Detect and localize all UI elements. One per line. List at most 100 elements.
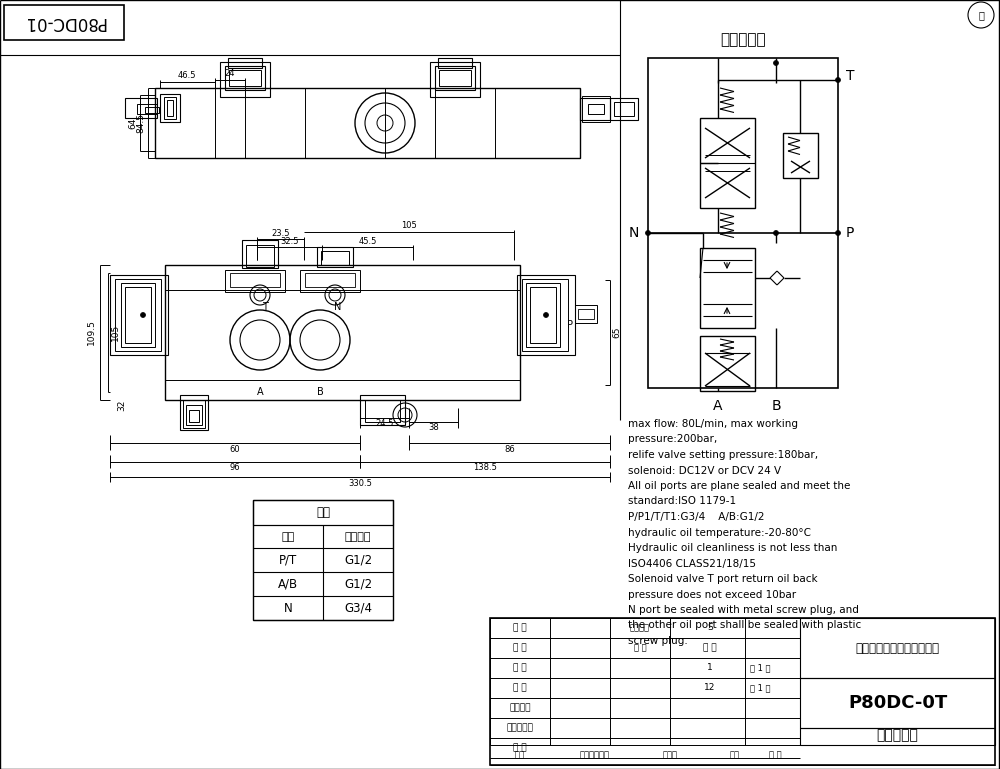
Text: B: B bbox=[771, 399, 781, 413]
Text: 84.5: 84.5 bbox=[136, 113, 146, 133]
Text: 32: 32 bbox=[118, 399, 126, 411]
Text: P80DC-0T: P80DC-0T bbox=[848, 694, 947, 712]
Text: screw plug.: screw plug. bbox=[628, 636, 688, 646]
Text: 138.5: 138.5 bbox=[473, 464, 497, 472]
Bar bbox=[439, 70, 471, 86]
Text: T: T bbox=[262, 302, 268, 312]
Text: S: S bbox=[707, 624, 713, 632]
Text: N: N bbox=[284, 601, 292, 614]
Bar bbox=[517, 275, 575, 355]
Bar bbox=[253, 500, 393, 525]
Text: 109.5: 109.5 bbox=[87, 320, 96, 345]
Text: 设 计: 设 计 bbox=[513, 624, 527, 632]
Text: 23.5: 23.5 bbox=[271, 228, 290, 238]
Text: 阀体: 阀体 bbox=[316, 505, 330, 518]
Bar bbox=[800, 618, 995, 678]
Text: standard:ISO 1179-1: standard:ISO 1179-1 bbox=[628, 497, 736, 507]
Text: 共 1 张: 共 1 张 bbox=[750, 664, 770, 673]
Text: 液压原理图: 液压原理图 bbox=[720, 32, 766, 48]
Text: pressure:200bar,: pressure:200bar, bbox=[628, 434, 717, 444]
Text: P80DC-01: P80DC-01 bbox=[23, 13, 105, 31]
Bar bbox=[317, 247, 353, 267]
Bar bbox=[588, 104, 604, 114]
Text: 12: 12 bbox=[704, 684, 716, 693]
Text: 日期: 日期 bbox=[730, 751, 740, 760]
Bar bbox=[800, 678, 995, 728]
Text: 46.5: 46.5 bbox=[178, 72, 196, 81]
Text: Solenoid valve T port return oil back: Solenoid valve T port return oil back bbox=[628, 574, 818, 584]
Text: 38: 38 bbox=[428, 424, 439, 432]
Bar bbox=[225, 66, 265, 90]
Bar bbox=[125, 287, 151, 343]
Bar bbox=[522, 279, 568, 351]
Text: solenoid: DC12V or DCV 24 V: solenoid: DC12V or DCV 24 V bbox=[628, 465, 781, 475]
Circle shape bbox=[836, 78, 840, 82]
Bar bbox=[4, 5, 124, 40]
Text: 105: 105 bbox=[110, 324, 120, 341]
Text: 24.5: 24.5 bbox=[375, 420, 394, 428]
Circle shape bbox=[140, 312, 146, 318]
Text: 审 批: 审 批 bbox=[513, 744, 527, 753]
Bar bbox=[526, 283, 560, 347]
Text: 工艺路线: 工艺路线 bbox=[509, 704, 531, 713]
Bar bbox=[648, 58, 838, 388]
Bar bbox=[700, 248, 755, 328]
Bar bbox=[155, 88, 580, 158]
Bar bbox=[186, 405, 202, 425]
Bar bbox=[225, 270, 285, 292]
Bar bbox=[167, 100, 173, 116]
Circle shape bbox=[646, 231, 650, 235]
Bar bbox=[430, 62, 480, 97]
Text: T: T bbox=[846, 69, 854, 83]
Bar bbox=[229, 70, 261, 86]
Bar bbox=[253, 500, 393, 620]
Bar bbox=[530, 287, 556, 343]
Text: A/B: A/B bbox=[278, 578, 298, 591]
Circle shape bbox=[774, 231, 778, 235]
Text: G1/2: G1/2 bbox=[344, 578, 372, 591]
Text: 设计人: 设计人 bbox=[662, 751, 678, 760]
Bar bbox=[490, 618, 995, 765]
Text: 96: 96 bbox=[230, 464, 240, 472]
Text: 数 量: 数 量 bbox=[634, 644, 646, 653]
Bar bbox=[783, 133, 818, 178]
Text: A: A bbox=[713, 399, 723, 413]
Bar bbox=[365, 400, 400, 422]
Bar bbox=[189, 410, 199, 422]
Bar bbox=[246, 245, 274, 267]
Bar bbox=[582, 96, 610, 122]
Text: G3/4: G3/4 bbox=[344, 601, 372, 614]
Text: 64: 64 bbox=[128, 118, 138, 128]
Bar bbox=[115, 279, 161, 351]
Text: A: A bbox=[257, 387, 263, 397]
Text: 页面内容说明: 页面内容说明 bbox=[580, 751, 610, 760]
Text: 图: 图 bbox=[978, 10, 984, 20]
Bar bbox=[160, 94, 180, 122]
Text: 32.5: 32.5 bbox=[280, 237, 299, 245]
Text: 比 例: 比 例 bbox=[703, 644, 717, 653]
Bar bbox=[305, 273, 355, 287]
Bar bbox=[164, 97, 176, 119]
Text: N port be sealed with metal screw plug, and: N port be sealed with metal screw plug, … bbox=[628, 605, 859, 615]
Text: G1/2: G1/2 bbox=[344, 554, 372, 567]
Bar bbox=[360, 395, 405, 425]
Bar bbox=[121, 283, 155, 347]
Text: hydraulic oil temperature:-20-80°C: hydraulic oil temperature:-20-80°C bbox=[628, 528, 811, 538]
Text: pressure does not exceed 10bar: pressure does not exceed 10bar bbox=[628, 590, 796, 600]
Text: P: P bbox=[567, 320, 573, 330]
Bar bbox=[700, 118, 755, 208]
Text: P: P bbox=[846, 226, 854, 240]
Text: 86: 86 bbox=[504, 445, 515, 454]
Text: max flow: 80L/min, max working: max flow: 80L/min, max working bbox=[628, 419, 798, 429]
Bar bbox=[321, 251, 349, 265]
Bar bbox=[183, 400, 205, 428]
Text: Hydraulic oil cleanliness is not less than: Hydraulic oil cleanliness is not less th… bbox=[628, 543, 837, 553]
Text: the other oil port shall be sealed with plastic: the other oil port shall be sealed with … bbox=[628, 621, 861, 631]
Bar bbox=[145, 107, 159, 113]
Text: relife valve setting pressure:180bar,: relife valve setting pressure:180bar, bbox=[628, 450, 818, 460]
Bar bbox=[435, 66, 475, 90]
Text: 105: 105 bbox=[401, 221, 417, 231]
Bar bbox=[580, 98, 610, 120]
Bar bbox=[610, 98, 638, 120]
Text: 审 图: 审 图 bbox=[513, 664, 527, 673]
